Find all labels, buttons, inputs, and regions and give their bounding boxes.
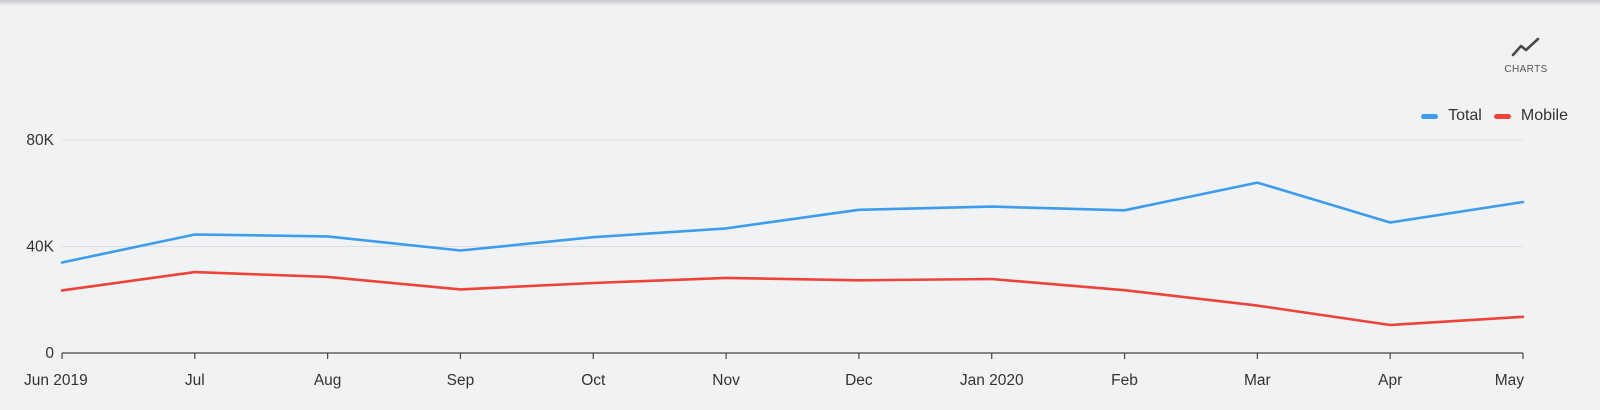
x-tick-label: Jan 2020 bbox=[960, 372, 1024, 389]
legend-swatch-mobile bbox=[1493, 113, 1511, 119]
line-chart-icon bbox=[1511, 37, 1540, 57]
charts-button[interactable]: CHARTS bbox=[1488, 36, 1564, 92]
y-tick-label: 0 bbox=[45, 345, 54, 362]
x-tick-label: Apr bbox=[1378, 372, 1402, 389]
x-tick-label: Jul bbox=[185, 372, 205, 389]
x-tick-label: Aug bbox=[314, 372, 342, 389]
series-line-mobile bbox=[60, 270, 1525, 327]
x-tick-label: Sep bbox=[447, 372, 475, 389]
x-tick-label: Nov bbox=[712, 372, 740, 389]
legend-item-total[interactable]: Total bbox=[1421, 107, 1482, 125]
legend-item-mobile[interactable]: Mobile bbox=[1493, 107, 1568, 125]
legend-swatch-total bbox=[1421, 113, 1439, 119]
charts-label: CHARTS bbox=[1504, 64, 1548, 75]
x-tick-label: Dec bbox=[845, 372, 873, 389]
x-tick-label: Feb bbox=[1111, 372, 1138, 389]
y-tick-label: 40K bbox=[26, 239, 54, 256]
x-tick-label: Jun 2019 bbox=[24, 372, 88, 389]
series-line-total bbox=[60, 181, 1525, 264]
legend-label-total: Total bbox=[1448, 107, 1482, 124]
x-tick-label: May bbox=[1495, 372, 1525, 389]
x-tick-label: Oct bbox=[581, 372, 606, 389]
legend-label-mobile: Mobile bbox=[1520, 107, 1568, 124]
top-shadow bbox=[0, 0, 1600, 6]
x-tick-label: Mar bbox=[1244, 372, 1271, 389]
chart-legend: Total Mobile bbox=[1409, 107, 1568, 125]
y-tick-label: 80K bbox=[26, 132, 54, 149]
